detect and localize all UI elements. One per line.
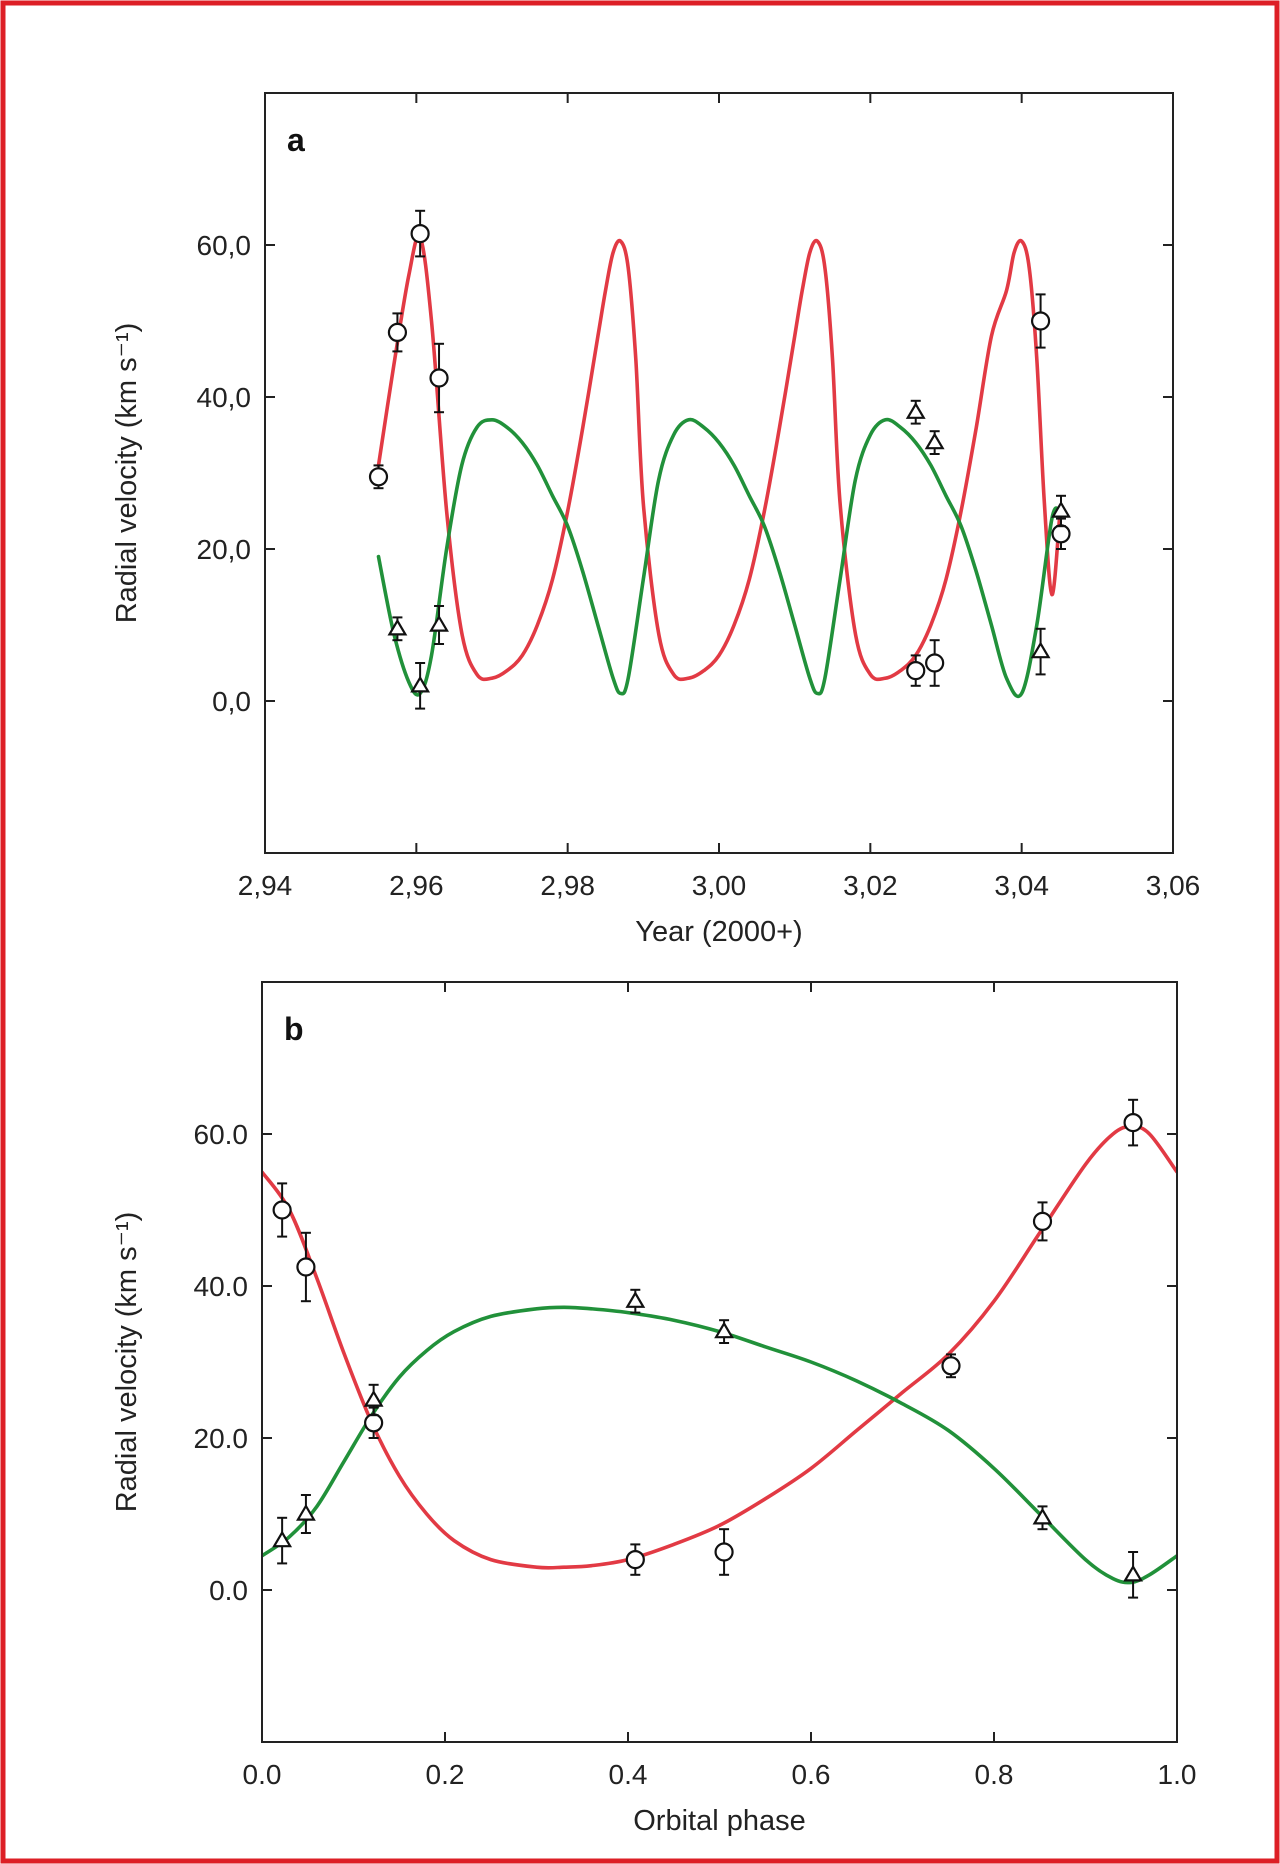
circle-data-point-a: [429, 342, 449, 414]
x-tick-label-a: 3,02: [843, 870, 898, 901]
plot-frame-b: [261, 981, 1178, 1743]
x-tick-label-a: 3,00: [692, 870, 747, 901]
triangle-data-point-b: [363, 1383, 384, 1417]
circle-data-point-b: [272, 1182, 292, 1238]
y-tick-label-a: 0,0: [212, 686, 251, 717]
x-tick-label-a: 3,06: [1146, 870, 1201, 901]
x-tick-label-a: 2,98: [540, 870, 595, 901]
triangle-data-point-b: [1123, 1551, 1144, 1599]
chart-panel-a: 2,94 2,96 2,98 3,00 3,02 3,04 3,06 0,0 20,0 40,0 6…: [111, 92, 1201, 948]
secondary-fit-curve-b: [262, 1305, 1177, 1585]
x-tick-label-b: 0.6: [792, 1759, 831, 1790]
x-tick-label-b: 1.0: [1158, 1759, 1197, 1790]
circle-data-point-a: [906, 654, 926, 687]
triangle-data-point-a: [429, 605, 449, 645]
y-tick-label-b: 60.0: [194, 1119, 249, 1150]
x-tick-label-b: 0.2: [426, 1759, 465, 1790]
y-tick-label-a: 20,0: [197, 534, 252, 565]
x-tick-label-a: 2,96: [389, 870, 444, 901]
circle-data-point-a: [387, 312, 408, 353]
triangle-data-point-b: [272, 1516, 293, 1565]
circle-data-point-a: [368, 464, 389, 490]
triangle-data-point-a: [410, 662, 431, 710]
x-axis-title-a: Year (2000+): [635, 916, 802, 948]
circle-data-point-b: [941, 1353, 961, 1379]
y-tick-label-a: 40,0: [197, 382, 252, 413]
y-axis-title-b: Radial velocity (km s⁻¹): [111, 1212, 143, 1513]
x-axis-title-b: Orbital phase: [633, 1805, 806, 1837]
y-tick-label-b: 0.0: [209, 1575, 248, 1606]
x-tick-label-a: 3,04: [994, 870, 1049, 901]
circle-data-point-b: [1032, 1201, 1053, 1242]
x-tick-label-b: 0.0: [243, 1759, 282, 1790]
x-tick-label-a: 2,94: [238, 870, 293, 901]
y-tick-label-b: 40.0: [194, 1271, 249, 1302]
circle-data-point-b: [625, 1543, 645, 1576]
triangle-data-point-a: [924, 430, 945, 455]
circle-data-point-a: [410, 209, 430, 258]
chart-panel-b: 0.0 0.2 0.4 0.6 0.8 1.0 0.0 20.0 40.0 60.0 b Orbi…: [111, 981, 1197, 1837]
x-tick-label-b: 0.8: [975, 1759, 1014, 1790]
triangle-data-point-a: [1030, 627, 1051, 676]
circle-data-point-b: [714, 1528, 734, 1576]
primary-fit-curve-a: [376, 234, 1062, 682]
triangle-data-point-a: [387, 616, 408, 642]
panel-label-b: b: [284, 1011, 304, 1047]
circle-data-point-b: [296, 1231, 316, 1303]
y-axis-title-a: Radial velocity (km s⁻¹): [111, 323, 143, 624]
triangle-data-point-b: [714, 1319, 734, 1344]
triangle-data-point-a: [905, 399, 926, 425]
circle-data-point-b: [1123, 1098, 1143, 1147]
panel-label-a: a: [287, 122, 305, 158]
triangle-data-point-b: [1032, 1505, 1053, 1531]
secondary-fit-curve-a: [376, 417, 1062, 699]
y-tick-label-a: 60,0: [197, 230, 252, 261]
circle-data-point-a: [925, 639, 945, 687]
y-tick-label-b: 20.0: [194, 1423, 249, 1454]
triangle-data-point-a: [1051, 494, 1071, 528]
x-tick-label-b: 0.4: [609, 1759, 648, 1790]
triangle-data-point-b: [295, 1494, 316, 1534]
circle-data-point-a: [1030, 293, 1051, 349]
triangle-data-point-b: [625, 1288, 646, 1314]
